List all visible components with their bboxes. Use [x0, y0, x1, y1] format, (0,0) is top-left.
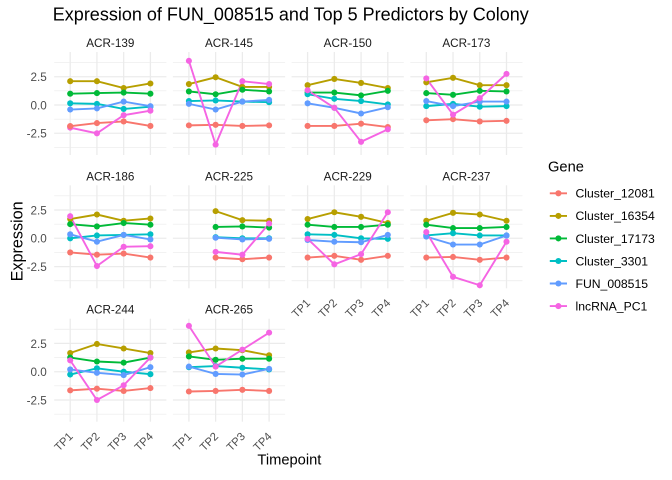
- svg-text:Cluster_17173: Cluster_17173: [576, 232, 655, 246]
- svg-text:0.0: 0.0: [31, 233, 48, 246]
- svg-text:-2.5: -2.5: [27, 261, 48, 274]
- svg-text:ACR-244: ACR-244: [86, 304, 135, 317]
- svg-text:-2.5: -2.5: [27, 394, 48, 407]
- svg-text:Timepoint: Timepoint: [257, 453, 321, 469]
- svg-text:ACR-186: ACR-186: [86, 170, 134, 183]
- svg-text:ACR-265: ACR-265: [205, 304, 254, 317]
- svg-text:ACR-237: ACR-237: [442, 170, 490, 183]
- svg-text:Gene: Gene: [548, 160, 584, 176]
- svg-text:Cluster_16354: Cluster_16354: [576, 209, 655, 223]
- svg-text:FUN_008515: FUN_008515: [576, 277, 649, 291]
- svg-text:ACR-229: ACR-229: [324, 170, 372, 183]
- svg-text:0.0: 0.0: [31, 99, 48, 112]
- svg-text:Expression: Expression: [9, 201, 27, 281]
- svg-text:2.5: 2.5: [31, 71, 48, 84]
- svg-text:-2.5: -2.5: [27, 128, 48, 141]
- svg-text:Cluster_12081: Cluster_12081: [576, 187, 655, 201]
- svg-text:ACR-139: ACR-139: [86, 37, 134, 50]
- svg-text:2.5: 2.5: [31, 338, 48, 351]
- svg-text:Cluster_3301: Cluster_3301: [576, 254, 649, 268]
- svg-text:ACR-150: ACR-150: [324, 37, 373, 50]
- svg-text:Expression of FUN_008515 and T: Expression of FUN_008515 and Top 5 Predi…: [53, 5, 529, 26]
- svg-text:ACR-145: ACR-145: [205, 37, 254, 50]
- svg-text:ACR-173: ACR-173: [442, 37, 490, 50]
- svg-text:0.0: 0.0: [31, 366, 48, 379]
- svg-text:ACR-225: ACR-225: [205, 170, 254, 183]
- svg-text:2.5: 2.5: [31, 204, 48, 217]
- svg-text:lncRNA_PC1: lncRNA_PC1: [576, 300, 648, 314]
